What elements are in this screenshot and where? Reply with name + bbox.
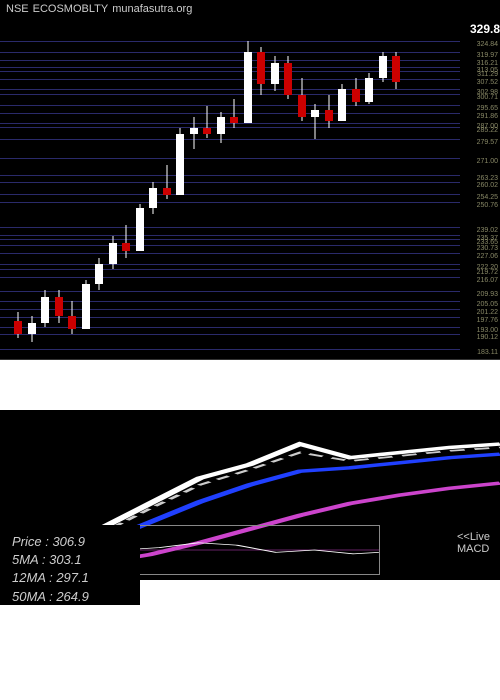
price-axis: 324.84319.97316.21313.05311.29307.52302.… (460, 30, 500, 349)
price-tick: 201.22 (477, 309, 498, 316)
candle (190, 30, 198, 349)
price-tick: 183.11 (477, 349, 498, 356)
price-tick: 250.76 (477, 202, 498, 209)
candle (149, 30, 157, 349)
info-row: 12MA : 297.1 (12, 569, 128, 587)
price-tick: 254.25 (477, 194, 498, 201)
price-tick: 216.07 (477, 277, 498, 284)
info-row: 50MA : 264.9 (12, 588, 128, 606)
info-row: Price : 306.9 (12, 533, 128, 551)
price-tick: 263.23 (477, 175, 498, 182)
price-tick: 239.02 (477, 227, 498, 234)
candle (379, 30, 387, 349)
macd-inset (120, 525, 380, 575)
candle (41, 30, 49, 349)
candle (28, 30, 36, 349)
symbol-label: ECOSMOBLTY (33, 3, 109, 17)
candle (109, 30, 117, 349)
candle (14, 30, 22, 349)
info-row: 5MA : 303.1 (12, 551, 128, 569)
candle (55, 30, 63, 349)
info-panel: Price : 306.95MA : 303.112MA : 297.150MA… (0, 525, 140, 605)
candle (338, 30, 346, 349)
price-tick: 271.00 (477, 158, 498, 165)
price-tick: 279.57 (477, 139, 498, 146)
price-tick: 285.22 (477, 127, 498, 134)
source-label: munafasutra.org (112, 3, 192, 17)
macd-label: <<Live MACD (457, 531, 490, 555)
candle (230, 30, 238, 349)
price-tick: 291.86 (477, 113, 498, 120)
candle (68, 30, 76, 349)
moving-average-panel[interactable]: <<Live MACD Price : 306.95MA : 303.112MA… (0, 410, 500, 580)
candle (257, 30, 265, 349)
candle (284, 30, 292, 349)
exchange-label: NSE (6, 3, 29, 17)
price-tick: 227.06 (477, 253, 498, 260)
price-tick: 209.93 (477, 291, 498, 298)
candle (392, 30, 400, 349)
price-tick: 300.71 (477, 94, 498, 101)
candle (365, 30, 373, 349)
candles-container (5, 30, 455, 349)
candle (217, 30, 225, 349)
candle (82, 30, 90, 349)
candle (163, 30, 171, 349)
price-tick: 319.97 (477, 52, 498, 59)
chart-header: NSE ECOSMOBLTY munafasutra.org (0, 0, 500, 20)
candle (136, 30, 144, 349)
price-tick: 324.84 (477, 41, 498, 48)
price-tick: 307.52 (477, 79, 498, 86)
candle (352, 30, 360, 349)
macd-line (121, 526, 379, 574)
gap (0, 360, 500, 410)
price-tick: 260.02 (477, 182, 498, 189)
candle (271, 30, 279, 349)
candle (203, 30, 211, 349)
candle (325, 30, 333, 349)
price-tick: 197.76 (477, 317, 498, 324)
candle (311, 30, 319, 349)
candle (298, 30, 306, 349)
candle (244, 30, 252, 349)
price-tick: 219.72 (477, 269, 498, 276)
price-tick: 295.65 (477, 105, 498, 112)
price-tick: 190.12 (477, 334, 498, 341)
price-tick: 230.73 (477, 245, 498, 252)
candle (95, 30, 103, 349)
candle (122, 30, 130, 349)
candlestick-chart[interactable]: 329.8 324.84319.97316.21313.05311.29307.… (0, 20, 500, 360)
price-tick: 205.05 (477, 301, 498, 308)
candle (176, 30, 184, 349)
price-tick: 311.29 (477, 71, 498, 78)
